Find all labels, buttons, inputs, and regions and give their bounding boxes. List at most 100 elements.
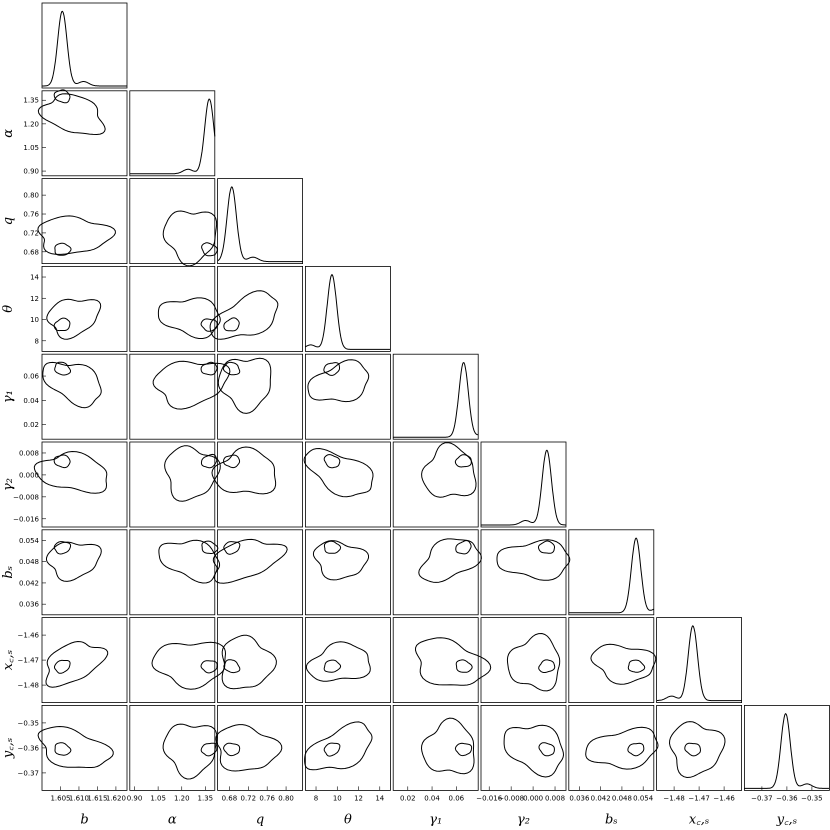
contour-panel-b_s-vs-gamma2 [480,529,571,616]
y-tick-label-theta: 12 [30,295,39,303]
contour-panel-theta-vs-q [209,265,304,352]
contour-panel-y_cs-vs-gamma2 [480,705,567,791]
y-tick-label-q: 0.76 [23,211,39,219]
x-axis-label-b: b [80,812,88,827]
contour-inner [627,659,646,673]
contour-inner [455,540,472,555]
contour-panel-y_cs-vs-gamma1 [392,705,479,791]
marginal-curve-gamma2 [481,449,566,526]
y-tick-label-alpha: 0.90 [23,168,39,176]
y-tick-label-theta: 14 [30,274,39,282]
contour-inner [53,89,71,104]
x-axis-label-q: q [256,812,264,827]
contour-panel-y_cs-vs-b_s [568,705,659,791]
marginal-panel-gamma1 [392,353,479,440]
y-axis-label-alpha: α [1,129,16,138]
contour-inner [53,541,72,555]
x-axis-label-alpha: α [168,812,177,827]
contour-inner [200,361,218,376]
contour-inner [222,361,241,376]
contour-panel-b_s-vs-gamma1 [392,529,482,616]
contour-outer [217,357,272,414]
x-axis-label-gamma2: γ₂ [517,812,530,827]
y-tick-label-y_cs: −0.36 [18,744,40,752]
contour-panel-gamma2-vs-b [33,441,128,528]
y-tick-label-b_s: 0.036 [19,601,40,609]
x-axis-label-gamma1: γ₁ [429,812,442,827]
contour-panel-b_s-vs-theta [304,529,391,616]
contour-inner [323,659,342,673]
y-tick-label-x_cs: −1.48 [18,682,39,690]
x-tick-label-b_s: 0.048 [612,794,632,802]
contour-panel-x_cs-vs-q [217,617,304,703]
contour-panel-gamma2-vs-q [211,441,304,528]
contour-inner [323,362,340,376]
x-tick-label-alpha: 0.90 [127,794,143,802]
contour-inner [223,541,241,555]
x-axis-label-y_cs: y꜀,ₛ [776,812,797,827]
contour-panel-gamma1-vs-q [217,353,304,440]
x-tick-label-theta: 12 [354,794,363,802]
x-tick-label-q: 0.72 [240,794,256,802]
y-tick-label-y_cs: −0.35 [18,719,39,727]
x-tick-label-y_cs: −0.36 [776,794,798,802]
contour-panel-b_s-vs-q [212,529,304,616]
contour-panel-q-vs-b [37,178,128,265]
contour-inner [200,318,218,332]
contour-outer [221,634,277,690]
contour-inner [223,454,241,469]
contour-inner [454,742,473,757]
contour-inner [200,660,218,674]
contour-outer [162,723,218,780]
y-axis-label-gamma2: γ₂ [1,478,16,491]
x-tick-label-theta: 14 [375,794,384,802]
contour-inner [684,742,701,757]
contour-outer [33,451,108,494]
contour-outer [152,360,231,410]
x-tick-label-gamma2: −0.008 [498,794,524,802]
contour-outer [503,724,564,778]
contour-inner [223,317,240,332]
y-tick-label-q: 0.68 [23,248,39,256]
contour-panel-b_s-vs-alpha [129,529,221,616]
y-tick-label-theta: 10 [30,316,39,324]
x-tick-label-x_cs: −1.48 [663,794,684,802]
contour-panel-q-vs-alpha [129,178,218,267]
marginal-panel-theta [304,265,391,352]
contour-panel-gamma1-vs-alpha [129,353,231,440]
contour-outer [312,540,369,581]
contour-outer [421,717,475,775]
contour-inner [54,361,71,376]
contour-outer [37,93,106,135]
contour-panel-x_cs-vs-alpha [129,617,226,703]
contour-inner [538,540,555,554]
y-tick-label-q: 0.80 [23,192,39,200]
y-tick-label-gamma1: 0.02 [23,421,39,429]
contour-outer [305,641,371,682]
marginal-panel-q [217,178,304,265]
contour-outer [37,726,114,768]
marginal-curve-x_cs [656,625,742,702]
y-tick-label-gamma1: 0.06 [23,373,39,381]
contour-outer [151,641,226,690]
x-tick-label-b: 1.605 [50,794,70,802]
contour-inner [201,242,218,257]
x-tick-label-theta: 10 [333,794,342,802]
contour-outer [585,726,659,770]
y-axis-label-q: q [1,217,16,225]
contour-outer [304,721,373,771]
contour-outer [215,724,283,772]
contour-inner [201,540,219,554]
contour-inner [223,659,241,674]
contour-panel-x_cs-vs-theta [304,617,391,703]
x-tick-label-gamma2: 0.000 [523,794,543,802]
contour-panel-gamma1-vs-theta [304,353,391,440]
x-tick-label-q: 0.80 [278,794,294,802]
contour-outer [496,539,571,581]
marginal-curve-y_cs [744,713,830,789]
contour-panel-x_cs-vs-gamma2 [480,617,567,703]
y-tick-label-b_s: 0.048 [19,558,39,566]
contour-panel-theta-vs-b [41,265,128,352]
contour-inner [54,659,71,674]
contour-inner [54,742,72,756]
